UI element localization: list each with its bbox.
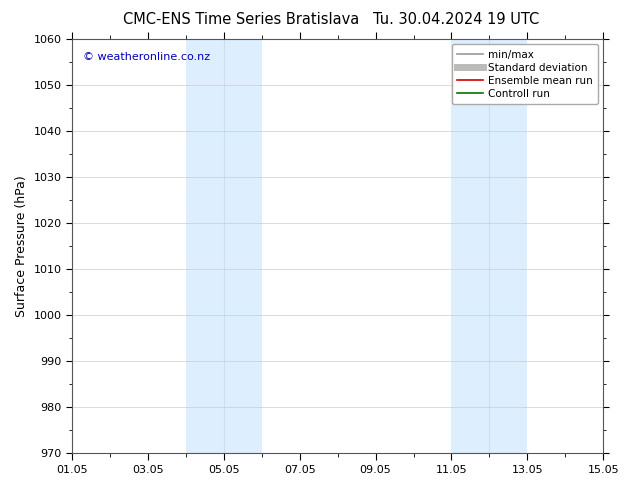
Text: Tu. 30.04.2024 19 UTC: Tu. 30.04.2024 19 UTC [373, 12, 540, 27]
Legend: min/max, Standard deviation, Ensemble mean run, Controll run: min/max, Standard deviation, Ensemble me… [451, 44, 598, 104]
Text: © weatheronline.co.nz: © weatheronline.co.nz [82, 51, 210, 62]
Bar [186, 39, 262, 453]
Y-axis label: Surface Pressure (hPa): Surface Pressure (hPa) [15, 175, 28, 317]
Text: CMC-ENS Time Series Bratislava: CMC-ENS Time Series Bratislava [123, 12, 359, 27]
Bar [451, 39, 527, 453]
